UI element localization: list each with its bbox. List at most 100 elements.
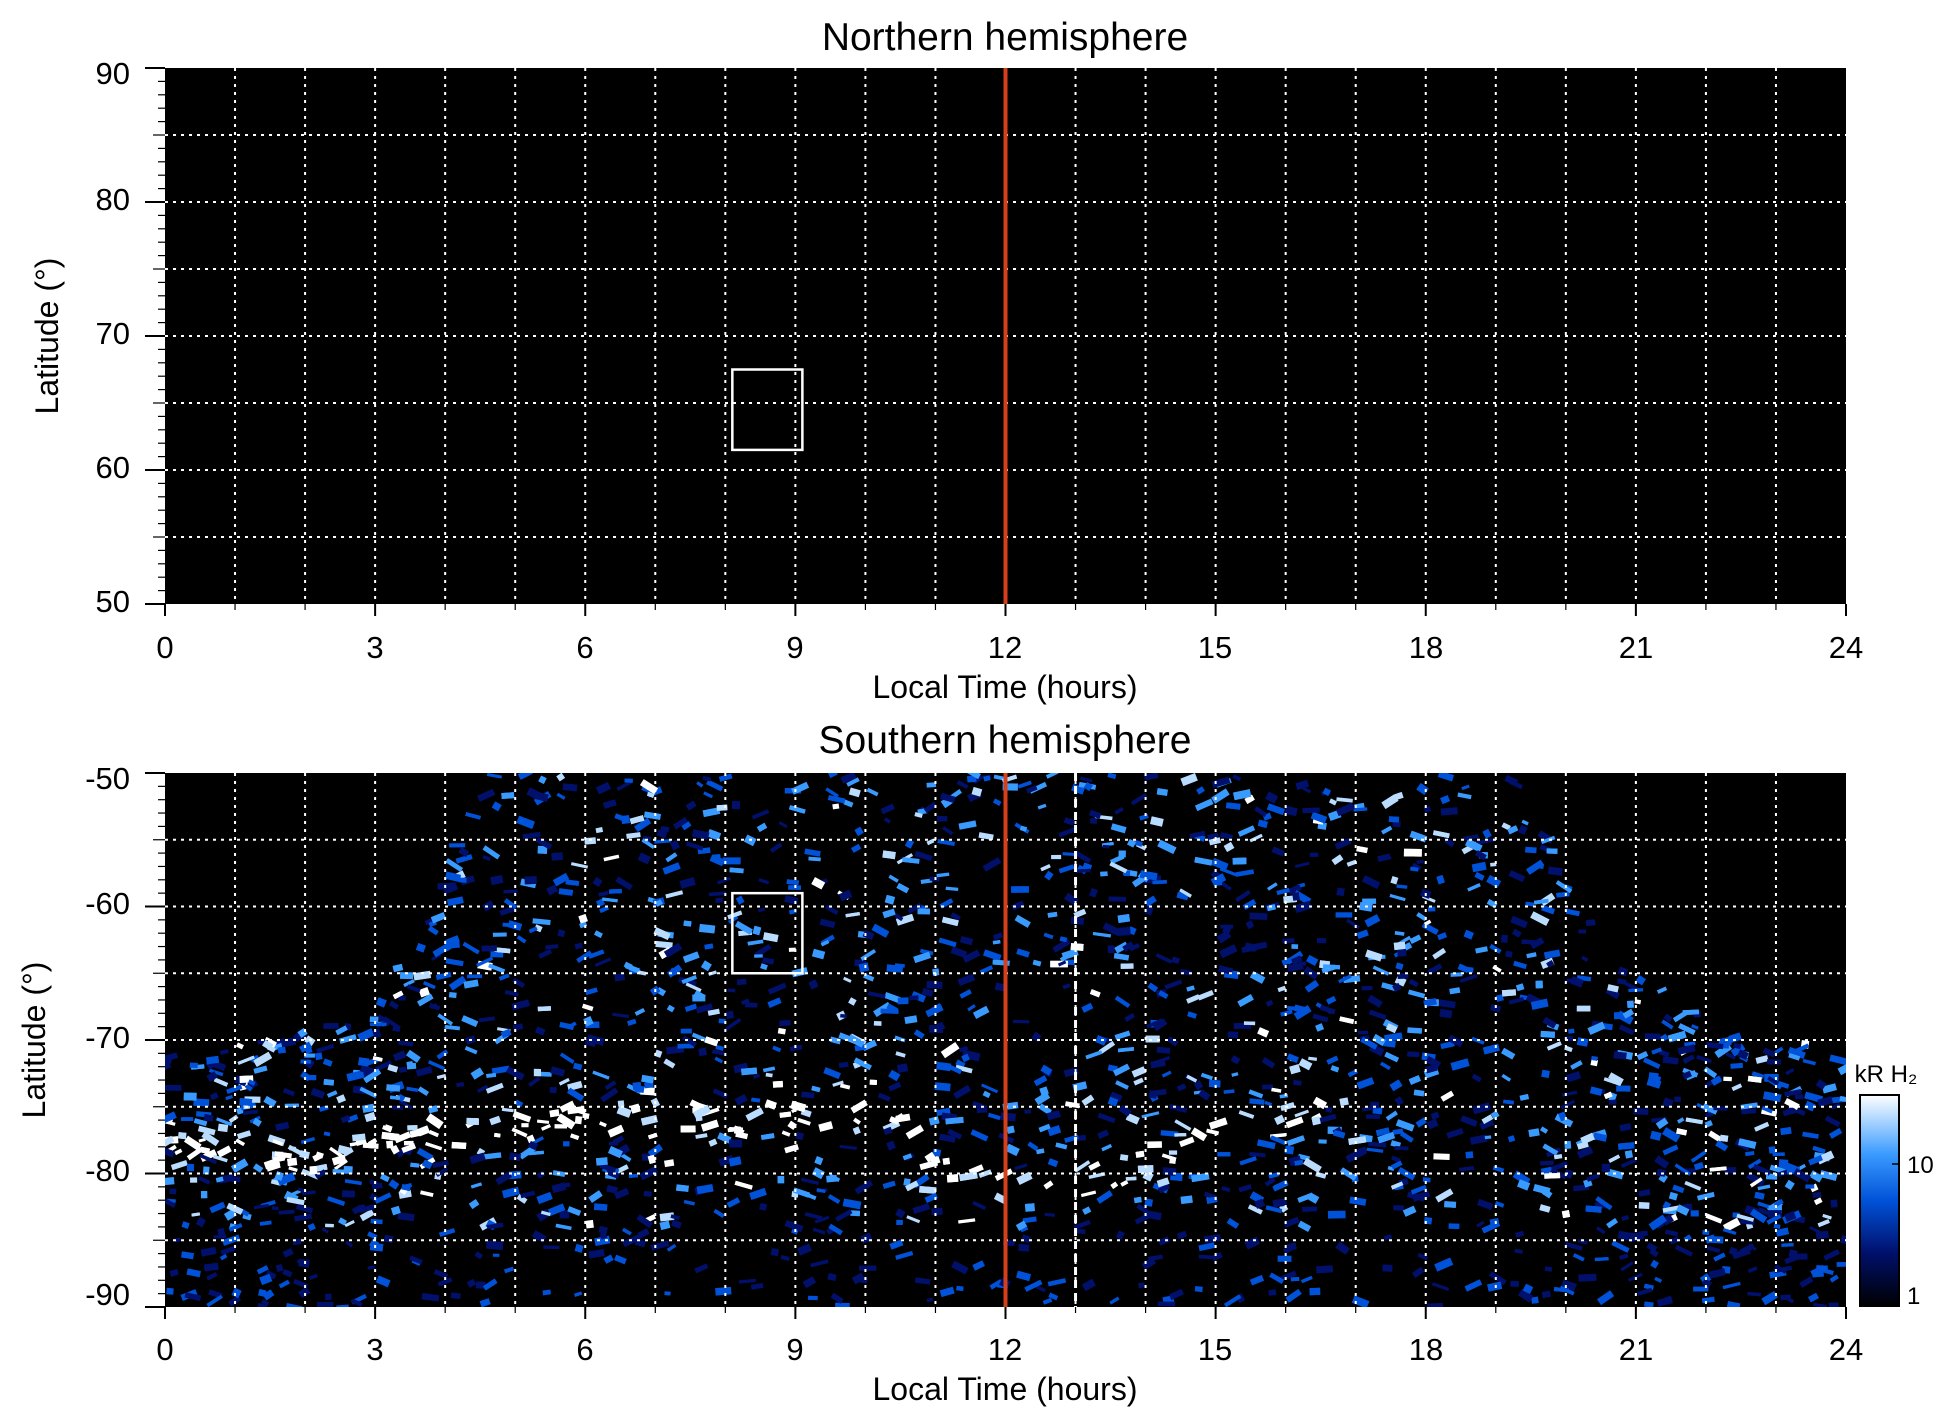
emission-pixel [1130, 792, 1148, 806]
emission-pixel [1508, 870, 1526, 883]
emission-pixel [556, 1113, 576, 1130]
emission-pixel [1705, 1041, 1724, 1050]
emission-pixel [439, 1228, 456, 1237]
emission-pixel [1578, 929, 1587, 934]
emission-pixel [1372, 1034, 1386, 1046]
emission-pixel [858, 962, 870, 973]
emission-pixel [501, 1107, 514, 1113]
emission-pixel [423, 981, 436, 990]
emission-pixel [779, 1111, 792, 1118]
emission-pixel [777, 1176, 785, 1184]
emission-pixel [1785, 1067, 1795, 1076]
north-xtick-label: 15 [1198, 630, 1232, 665]
emission-pixel [359, 1086, 377, 1099]
emission-pixel [357, 1204, 366, 1213]
emission-pixel [386, 1140, 394, 1149]
emission-pixel [1073, 850, 1092, 864]
emission-pixel [533, 1136, 545, 1144]
emission-pixel [200, 1191, 208, 1199]
emission-pixel [888, 1069, 901, 1082]
emission-pixel [883, 817, 892, 824]
emission-pixel [882, 850, 896, 860]
emission-pixel [946, 1174, 959, 1183]
emission-pixel [802, 1276, 817, 1289]
emission-pixel [445, 958, 464, 967]
emission-pixel [1381, 825, 1393, 835]
emission-pixel [450, 1292, 461, 1299]
emission-pixel [588, 1248, 605, 1259]
emission-pixel [230, 1158, 249, 1174]
emission-pixel [275, 1264, 284, 1273]
emission-pixel [854, 826, 864, 837]
emission-pixel [1124, 1012, 1136, 1022]
emission-pixel [685, 982, 702, 993]
emission-pixel [1272, 1179, 1289, 1192]
emission-pixel [884, 992, 902, 1004]
emission-pixel [425, 1113, 444, 1129]
emission-pixel [165, 1145, 175, 1158]
emission-pixel [1144, 906, 1154, 916]
emission-pixel [839, 1083, 851, 1090]
emission-pixel [170, 1160, 188, 1171]
emission-pixel [1011, 900, 1025, 911]
northern-panel: Northern hemisphere 50 60 70 80 90 0 3 6… [29, 16, 1863, 705]
emission-pixel [706, 779, 724, 792]
emission-pixel [1356, 929, 1369, 940]
emission-pixel [1751, 1071, 1765, 1079]
emission-pixel [1649, 1248, 1659, 1258]
emission-pixel [1788, 1249, 1798, 1259]
emission-pixel [698, 1047, 708, 1057]
emission-pixel [339, 1034, 357, 1044]
emission-pixel [1535, 980, 1543, 989]
emission-pixel [1564, 1169, 1574, 1179]
south-xtick-label: 0 [156, 1332, 173, 1367]
emission-pixel [200, 1146, 211, 1155]
emission-pixel [294, 1213, 313, 1222]
emission-pixel [206, 1071, 218, 1082]
emission-pixel [216, 1117, 233, 1127]
emission-pixel [1481, 1114, 1494, 1125]
emission-pixel [165, 1111, 177, 1125]
emission-pixel [482, 1278, 498, 1291]
emission-pixel [559, 1182, 571, 1188]
emission-pixel [1027, 1141, 1039, 1151]
emission-pixel [919, 1185, 937, 1194]
emission-pixel [734, 1094, 748, 1106]
emission-pixel [1224, 1294, 1242, 1307]
emission-pixel [1528, 1128, 1540, 1138]
emission-pixel [1319, 1004, 1336, 1015]
emission-pixel [392, 963, 404, 973]
emission-pixel [1102, 844, 1110, 849]
emission-pixel [1186, 994, 1200, 1004]
emission-pixel [1051, 854, 1062, 860]
emission-pixel [1231, 1072, 1239, 1077]
emission-pixel [1461, 784, 1470, 791]
emission-pixel [889, 1239, 904, 1250]
emission-pixel [1024, 1203, 1035, 1212]
emission-pixel [486, 773, 503, 779]
emission-pixel [585, 1219, 594, 1229]
emission-pixel [1279, 1270, 1297, 1282]
colorbar-tick-label: 1 [1907, 1283, 1920, 1310]
emission-pixel [895, 913, 915, 926]
emission-pixel [1395, 1119, 1415, 1132]
emission-pixel [718, 773, 733, 782]
emission-pixel [304, 1053, 315, 1058]
emission-pixel [1425, 1055, 1442, 1069]
emission-pixel [1312, 1013, 1329, 1023]
emission-pixel [880, 1008, 899, 1014]
emission-pixel [253, 1051, 273, 1067]
emission-pixel [1486, 874, 1502, 888]
emission-pixel [1608, 1072, 1624, 1085]
emission-pixel [1433, 1153, 1450, 1161]
emission-pixel [912, 1203, 931, 1215]
emission-pixel [724, 1017, 742, 1031]
emission-pixel [232, 1176, 241, 1183]
emission-pixel [1476, 1220, 1485, 1228]
south-y-axis-label: Latitude (°) [16, 962, 52, 1119]
south-xtick-label: 3 [366, 1332, 383, 1367]
emission-pixel [503, 898, 518, 910]
emission-pixel [1630, 1232, 1644, 1239]
emission-pixel [1208, 1117, 1228, 1130]
emission-pixel [559, 1210, 570, 1219]
